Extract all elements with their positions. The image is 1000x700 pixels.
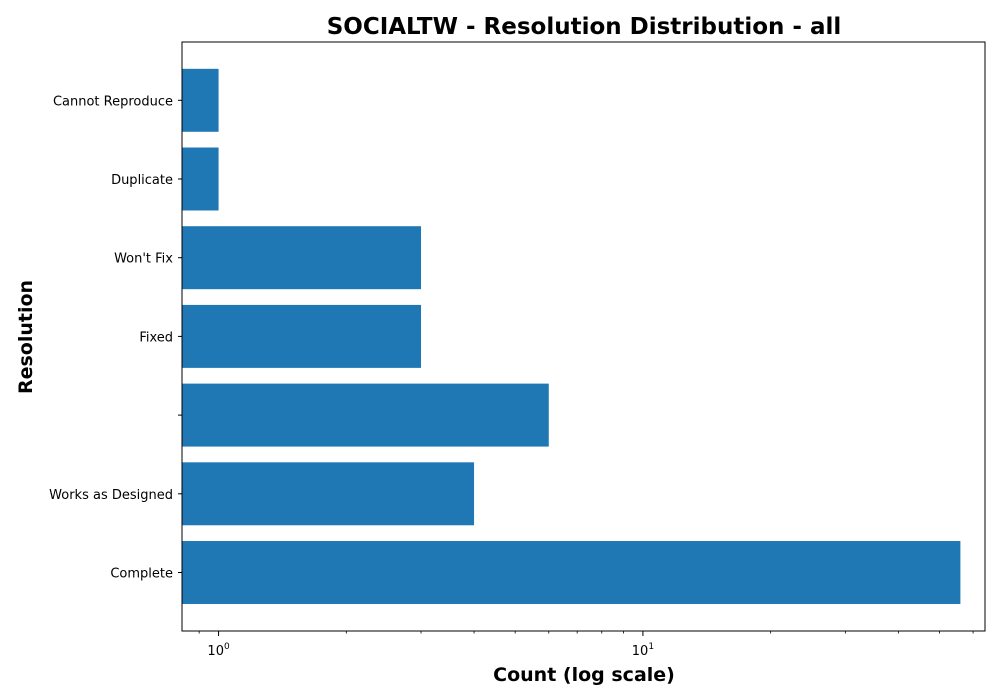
x-tick-label: 101	[632, 642, 654, 659]
y-tick-label: Complete	[110, 567, 173, 582]
x-axis-label: Count (log scale)	[493, 664, 675, 686]
plot-frame	[181, 41, 986, 632]
bar	[182, 541, 961, 604]
y-tick-label: Duplicate	[111, 173, 173, 188]
bars-group	[182, 68, 961, 604]
bar	[182, 383, 549, 447]
y-tick-label: Cannot Reproduce	[53, 94, 173, 109]
x-tick-label: 100	[207, 642, 230, 659]
bar	[182, 68, 219, 132]
y-tick-label: Fixed	[139, 330, 173, 345]
x-axis-ticks: 100 101	[198, 631, 974, 659]
bar	[182, 147, 219, 211]
bar	[182, 226, 422, 290]
bar	[182, 304, 422, 368]
chart-title: SOCIALTW - Resolution Distribution - all	[327, 14, 842, 40]
y-tick-label: Won't Fix	[114, 252, 173, 267]
y-axis-ticks: Complete Works as Designed Fixed Won't Fix D…	[49, 94, 182, 582]
y-axis-label: Resolution	[15, 280, 37, 394]
y-tick-label: Works as Designed	[49, 488, 173, 503]
bar	[182, 462, 475, 526]
